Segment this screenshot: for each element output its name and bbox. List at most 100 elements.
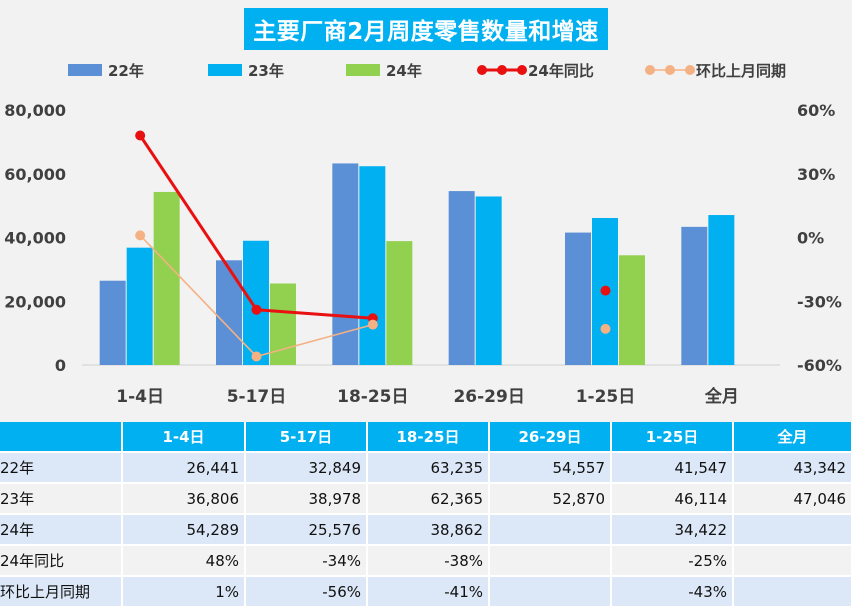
legend-item: 24年同比 [477, 62, 594, 80]
series-point [600, 285, 611, 296]
row-label: 23年 [0, 483, 123, 515]
table-cell: 34,422 [611, 514, 734, 546]
row-label: 环比上月同期 [0, 576, 123, 608]
series-line-segment [139, 234, 258, 358]
legend-item: 22年 [68, 62, 144, 80]
table-cell [489, 514, 612, 546]
legend-swatch [208, 64, 242, 76]
table-cell: -56% [245, 576, 368, 608]
bar [475, 196, 502, 365]
legend-marker [517, 65, 527, 75]
x-tick-label: 1-4日 [116, 387, 164, 407]
y-left-tick-label: 20,000 [4, 292, 66, 311]
bar [448, 191, 475, 365]
table-cell [733, 576, 852, 608]
series-line-segment [256, 323, 374, 358]
x-tick-label: 1-25日 [576, 387, 636, 407]
bar [681, 226, 708, 365]
table-cell: 1% [122, 576, 246, 608]
legend-label: 24年 [386, 62, 422, 80]
table-row: 24年 54,289 25,576 38,862 34,422 [0, 514, 852, 546]
table-cell: -41% [367, 576, 490, 608]
table-cell: 47,046 [733, 483, 852, 515]
bar [99, 280, 126, 365]
table-header-corner [0, 422, 123, 453]
table-row: 环比上月同期 1% -56% -41% -43% [0, 576, 852, 608]
series-point [367, 319, 378, 330]
bar [359, 166, 386, 365]
table-cell: 38,862 [367, 514, 490, 546]
legend-marker [477, 65, 487, 75]
series-point [251, 351, 262, 362]
bar [216, 260, 242, 365]
table-cell: 26,441 [122, 452, 246, 484]
x-tick-label: 18-25日 [337, 387, 408, 407]
row-label: 24年 [0, 514, 123, 546]
y-right-tick-label: -30% [797, 292, 842, 311]
series-point [135, 230, 146, 241]
table-cell: 63,235 [367, 452, 490, 484]
y-right-tick-label: -60% [797, 356, 842, 375]
y-left-tick-label: 80,000 [4, 101, 66, 120]
table-row: 24年同比 48% -34% -38% -25% [0, 545, 852, 577]
y-left-tick-label: 40,000 [4, 229, 66, 248]
bar [243, 240, 269, 365]
table-cell: 36,806 [122, 483, 246, 515]
chart-title-box: 主要厂商2月周度零售数量和增速 [244, 8, 608, 50]
table-cell: -25% [611, 545, 734, 577]
y-right-tick-label: 60% [797, 101, 835, 120]
table-cell [489, 545, 612, 577]
bar [126, 247, 153, 365]
table-cell: 25,576 [245, 514, 368, 546]
chart-title: 主要厂商2月周度零售数量和增速 [253, 19, 599, 45]
legend-label: 24年同比 [528, 62, 594, 80]
table-row: 22年 26,441 32,849 63,235 54,557 41,547 4… [0, 452, 852, 484]
legend-item: 23年 [208, 62, 284, 80]
table-cell: -43% [611, 576, 734, 608]
table-cell: 54,557 [489, 452, 612, 484]
data-table: 1-4日 5-17日 18-25日 26-29日 1-25日 全月 22年 26… [0, 422, 852, 608]
series-point [135, 130, 146, 141]
table-cell: 32,849 [245, 452, 368, 484]
table-row: 23年 36,806 38,978 62,365 52,870 46,114 4… [0, 483, 852, 515]
table-cell: 52,870 [489, 483, 612, 515]
legend-swatch [346, 64, 380, 76]
table-header-cell: 全月 [733, 422, 852, 453]
series-point [600, 323, 611, 334]
table-header-cell: 5-17日 [245, 422, 368, 453]
legend-marker [645, 65, 655, 75]
bar [153, 191, 180, 365]
table-cell: -34% [245, 545, 368, 577]
y-right-tick-label: 30% [797, 165, 835, 184]
table-header-row: 1-4日 5-17日 18-25日 26-29日 1-25日 全月 [0, 422, 852, 453]
y-right-tick-label: 0% [797, 229, 824, 248]
table-cell: 46,114 [611, 483, 734, 515]
table-cell: 54,289 [122, 514, 246, 546]
table-header-cell: 18-25日 [367, 422, 490, 453]
table-header-cell: 1-4日 [122, 422, 246, 453]
legend-swatch [68, 64, 102, 76]
legend-item: 24年 [346, 62, 422, 80]
bar [619, 255, 645, 365]
series-point [251, 304, 262, 315]
table-cell [733, 545, 852, 577]
row-label: 24年同比 [0, 545, 123, 577]
table-cell: -38% [367, 545, 490, 577]
bar [565, 232, 591, 365]
bar [386, 241, 413, 365]
legend-label: 23年 [248, 62, 284, 80]
y-left-tick-label: 0 [55, 356, 66, 375]
legend-marker [497, 65, 507, 75]
table-cell: 62,365 [367, 483, 490, 515]
x-tick-label: 26-29日 [453, 387, 524, 407]
table-header-cell: 26-29日 [489, 422, 612, 453]
series-line-segment [138, 134, 258, 311]
table-cell: 38,978 [245, 483, 368, 515]
y-left-tick-label: 60,000 [4, 165, 66, 184]
table-cell [733, 514, 852, 546]
bar [708, 215, 735, 365]
table-cell: 48% [122, 545, 246, 577]
x-tick-label: 全月 [704, 386, 739, 407]
bar [270, 283, 296, 365]
row-label: 22年 [0, 452, 123, 484]
